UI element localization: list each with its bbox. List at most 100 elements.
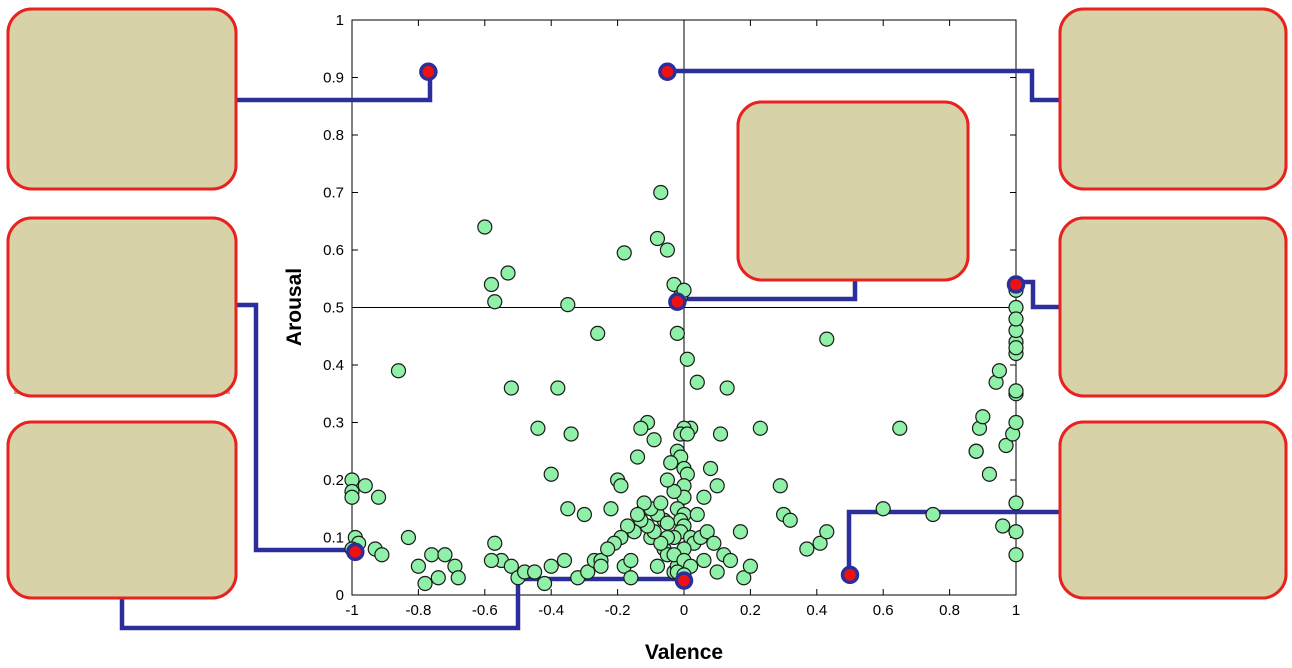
x-tick-label: -1	[345, 602, 358, 619]
photo-bottom-right	[1058, 420, 1288, 600]
data-point	[550, 380, 566, 396]
connector-mid-left	[236, 302, 358, 553]
data-point	[437, 547, 453, 563]
y-tick-label: 0.7	[323, 185, 344, 202]
data-point	[344, 489, 360, 505]
data-point	[699, 524, 715, 540]
y-tick-label: 0.8	[323, 127, 344, 144]
y-axis-title: Arousal	[283, 268, 306, 346]
data-point	[417, 575, 433, 592]
data-point	[483, 552, 500, 569]
highlighted-point	[674, 571, 694, 590]
x-tick-label: 0.8	[939, 602, 960, 619]
data-point	[752, 420, 768, 436]
data-point	[526, 564, 543, 580]
connector-bottom-right	[846, 509, 1060, 573]
data-point	[543, 466, 559, 482]
x-tick-label: -0.6	[472, 602, 498, 619]
data-point	[576, 506, 593, 523]
highlighted-point	[1006, 275, 1026, 294]
data-point	[1008, 547, 1024, 563]
photo-center-hat	[736, 100, 970, 282]
data-point	[500, 265, 516, 281]
y-tick-label: 0.3	[323, 415, 344, 432]
data-point	[1008, 524, 1024, 540]
data-point	[623, 570, 639, 586]
data-point	[619, 518, 636, 534]
data-point	[991, 363, 1008, 379]
data-point	[819, 524, 835, 540]
data-point	[653, 535, 669, 551]
data-point	[649, 230, 666, 247]
highlighted-point	[840, 565, 860, 585]
photo-panels	[6, 7, 1288, 600]
y-tick-label: 0.9	[323, 70, 344, 87]
data-point	[653, 495, 669, 511]
y-axis-ticks: 0 0.1 0.2 0.3 0.4 0.5 0.6 0.7 0.8 0.9 1	[323, 12, 1016, 604]
data-point	[424, 547, 440, 563]
data-point	[689, 374, 705, 390]
highlighted-point	[658, 62, 677, 81]
data-point	[1008, 495, 1024, 511]
data-point	[679, 426, 695, 442]
data-point	[536, 575, 553, 592]
data-point	[975, 409, 991, 425]
data-point	[709, 564, 725, 580]
data-point	[819, 331, 835, 347]
data-point	[649, 558, 666, 574]
data-point	[995, 518, 1011, 534]
data-point	[666, 483, 682, 500]
data-point	[503, 380, 519, 396]
data-point	[736, 570, 752, 586]
data-point	[998, 437, 1014, 454]
data-point	[772, 478, 788, 494]
data-point	[503, 558, 519, 574]
data-point	[981, 466, 998, 482]
x-tick-label: 0.2	[740, 602, 761, 619]
y-tick-label: 0	[336, 587, 344, 604]
data-point	[374, 547, 390, 563]
y-tick-label: 0.1	[323, 530, 344, 547]
highlighted-point	[419, 62, 438, 81]
x-axis-ticks: -1 -0.8 -0.6 -0.4 -0.2 0 0.2 0.4 0.6 0.8 1	[345, 20, 1020, 619]
x-tick-label: 0.6	[873, 602, 894, 619]
data-point	[669, 325, 685, 341]
data-point	[875, 501, 891, 517]
data-point	[390, 363, 407, 379]
x-tick-label: 0.4	[806, 602, 827, 619]
data-point	[483, 276, 500, 293]
data-point	[357, 478, 373, 494]
data-point	[702, 460, 719, 477]
data-point	[477, 219, 493, 235]
connector-center	[679, 280, 858, 302]
data-point	[633, 420, 649, 436]
data-point	[696, 552, 712, 569]
data-point	[696, 489, 712, 505]
data-point	[1008, 383, 1024, 399]
data-point	[543, 558, 559, 574]
data-point	[706, 535, 722, 551]
data-point	[530, 420, 546, 436]
data-point	[968, 443, 984, 459]
data-point	[709, 478, 725, 494]
data-point	[712, 426, 729, 442]
photo-top-right	[1058, 7, 1288, 191]
y-tick-label: 1	[336, 12, 344, 29]
photo-top-left	[6, 7, 238, 191]
data-point	[600, 541, 616, 557]
data-point	[629, 449, 646, 465]
data-point	[450, 570, 466, 586]
data-point	[892, 420, 908, 436]
data-point	[603, 501, 619, 517]
data-point	[1008, 414, 1024, 431]
y-tick-label: 0.5	[323, 300, 344, 317]
data-point	[613, 478, 629, 494]
highlighted-point	[668, 292, 687, 311]
highlighted-points	[346, 62, 1026, 590]
data-point	[590, 325, 606, 341]
data-point	[580, 564, 596, 580]
connector-top-left	[236, 74, 433, 103]
data-point	[563, 426, 579, 442]
y-tick-label: 0.2	[323, 472, 344, 489]
x-tick-label: -0.8	[405, 602, 431, 619]
